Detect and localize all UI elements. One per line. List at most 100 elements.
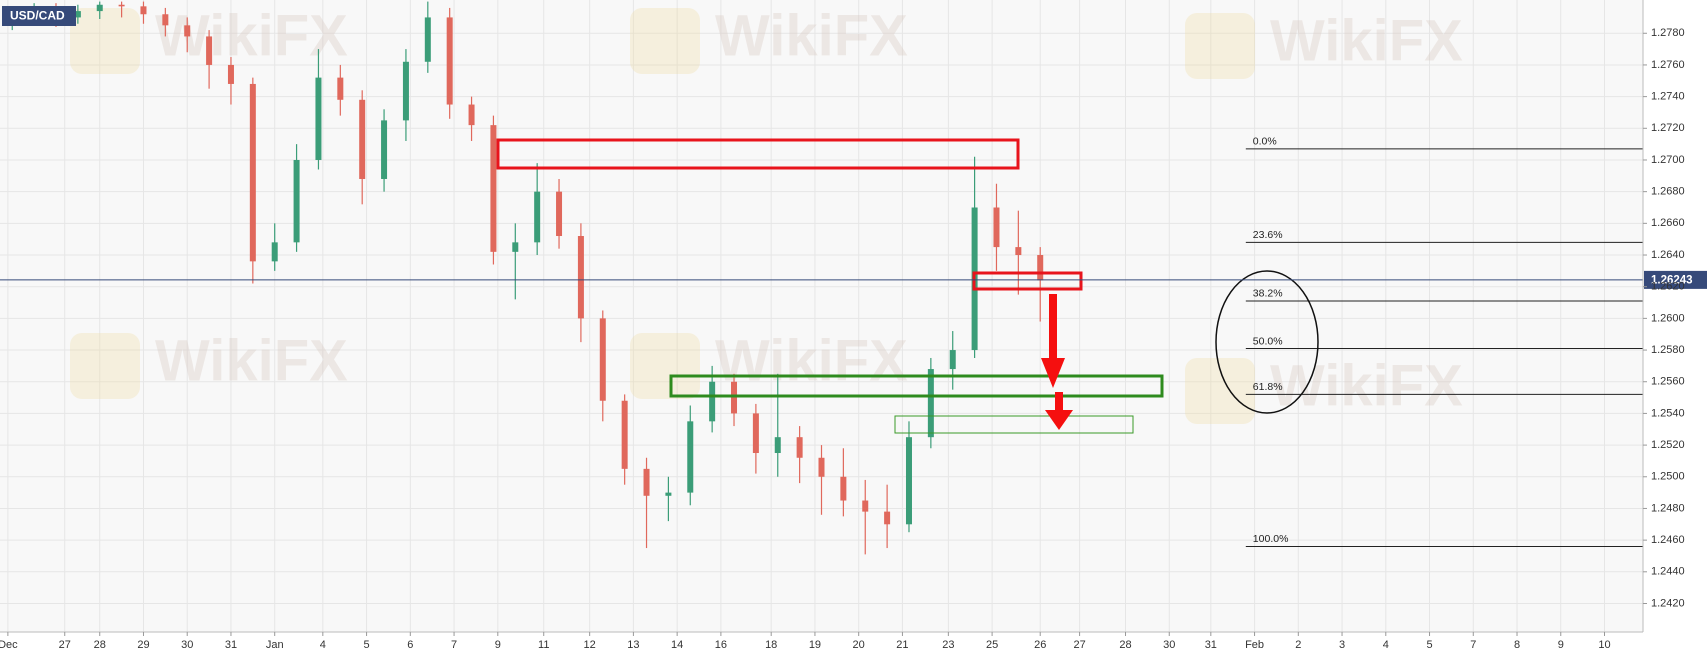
fib-label: 23.6% bbox=[1253, 229, 1283, 241]
candle-body bbox=[96, 4, 103, 12]
y-tick-label: 1.2620 bbox=[1651, 281, 1685, 293]
arrow-head bbox=[1045, 410, 1073, 430]
x-tick-label: 27 bbox=[59, 639, 71, 651]
watermark: WikiFX bbox=[715, 3, 908, 68]
watermark: WikiFX bbox=[1270, 8, 1463, 73]
x-tick-label: 28 bbox=[94, 639, 106, 651]
y-tick-label: 1.2660 bbox=[1651, 217, 1685, 229]
candle-body bbox=[643, 468, 650, 496]
current-price-label: 1.26243 bbox=[1651, 274, 1693, 286]
x-tick-label: 25 bbox=[986, 639, 998, 651]
candle-body bbox=[512, 242, 519, 252]
x-tick-label: 13 bbox=[627, 639, 639, 651]
y-tick-label: 1.2500 bbox=[1651, 471, 1685, 483]
candle-body bbox=[709, 381, 716, 422]
x-tick-label: 31 bbox=[1205, 639, 1217, 651]
x-tick-label: 20 bbox=[853, 639, 865, 651]
candle-body bbox=[1015, 247, 1022, 256]
fib-label: 100.0% bbox=[1253, 533, 1289, 545]
x-tick-label: 14 bbox=[671, 639, 683, 651]
fib-label: 50.0% bbox=[1253, 335, 1283, 347]
watermark: WikiFX bbox=[155, 328, 348, 393]
candle-body bbox=[271, 242, 278, 262]
x-tick-label: 5 bbox=[1426, 639, 1432, 651]
watermark-logo bbox=[70, 8, 140, 74]
fib-circle bbox=[1215, 270, 1319, 414]
support-box-2 bbox=[894, 415, 1134, 434]
x-tick-label: 29 bbox=[137, 639, 149, 651]
y-tick-label: 1.2460 bbox=[1651, 534, 1685, 546]
price-box bbox=[972, 271, 1083, 291]
candle-body bbox=[818, 457, 825, 477]
candle-body bbox=[74, 11, 81, 18]
candle-body bbox=[118, 4, 125, 7]
candle-body bbox=[206, 36, 213, 65]
x-tick-label: 21 bbox=[896, 639, 908, 651]
resistance-box bbox=[496, 138, 1020, 170]
x-tick-label: 9 bbox=[1558, 639, 1564, 651]
y-tick-label: 1.2600 bbox=[1651, 312, 1685, 324]
y-tick-label: 1.2580 bbox=[1651, 344, 1685, 356]
candle-body bbox=[577, 236, 584, 319]
annotations bbox=[496, 138, 1319, 434]
fibonacci: 0.0% 23.6% 38.2% 50.0% 61.8% 100.0% bbox=[1245, 136, 1643, 547]
y-tick-label: 1.2420 bbox=[1651, 597, 1685, 609]
x-tick-label: 30 bbox=[1163, 639, 1175, 651]
fib-label: 0.0% bbox=[1253, 136, 1277, 148]
x-tick-label: Feb bbox=[1245, 639, 1264, 651]
y-tick-label: 1.2780 bbox=[1651, 27, 1685, 39]
candle-body bbox=[534, 191, 541, 243]
candle-body bbox=[337, 77, 344, 100]
y-tick-label: 1.2680 bbox=[1651, 186, 1685, 198]
watermark: WikiFX bbox=[155, 3, 348, 68]
x-tick-label: 8 bbox=[1514, 639, 1520, 651]
x-tick-label: 4 bbox=[1383, 639, 1389, 651]
x-tick-label: 5 bbox=[364, 639, 370, 651]
candle-body bbox=[796, 437, 803, 458]
y-tick-label: 1.2700 bbox=[1651, 154, 1685, 166]
y-tick-label: 1.2760 bbox=[1651, 59, 1685, 71]
current-price: 1.26243 bbox=[0, 270, 1707, 289]
y-tick-label: 1.2740 bbox=[1651, 91, 1685, 103]
x-tick-label: 16 bbox=[715, 639, 727, 651]
watermark-logo bbox=[1185, 358, 1255, 424]
candle-body bbox=[184, 25, 191, 37]
y-tick-label: 1.2540 bbox=[1651, 407, 1685, 419]
x-tick-label: 12 bbox=[584, 639, 596, 651]
candle-body bbox=[993, 207, 1000, 248]
candle-body bbox=[687, 421, 694, 493]
support-box bbox=[669, 374, 1164, 398]
x-tick-label: 27 bbox=[1073, 639, 1085, 651]
candle-body bbox=[315, 77, 322, 160]
x-tick-label: 4 bbox=[320, 639, 326, 651]
candle-body bbox=[446, 17, 453, 105]
y-tick-label: 1.2640 bbox=[1651, 249, 1685, 261]
x-tick-label: 23 bbox=[942, 639, 954, 651]
x-tick-label: 28 bbox=[1119, 639, 1131, 651]
candle-body bbox=[227, 64, 234, 84]
arrow-shaft bbox=[1049, 294, 1057, 362]
candle-body bbox=[293, 159, 300, 243]
candle-body bbox=[752, 413, 759, 454]
candle-body bbox=[731, 381, 738, 414]
arrow-head bbox=[1041, 358, 1065, 388]
y-tick-label: 1.2720 bbox=[1651, 122, 1685, 134]
y-tick-label: 1.2440 bbox=[1651, 566, 1685, 578]
watermark-logo bbox=[630, 8, 700, 74]
current-price-badge bbox=[1644, 270, 1707, 289]
watermark-logo bbox=[1185, 13, 1255, 79]
x-tick-label: 6 bbox=[407, 639, 413, 651]
candle-body bbox=[862, 500, 869, 512]
candle-body bbox=[162, 14, 169, 26]
candle-body bbox=[905, 437, 912, 525]
candle-body bbox=[774, 437, 781, 454]
arrow-shaft bbox=[1055, 392, 1063, 412]
candle-body bbox=[556, 191, 563, 237]
fib-label: 61.8% bbox=[1253, 381, 1283, 393]
candle-body bbox=[840, 476, 847, 501]
x-tick-label: 7 bbox=[1470, 639, 1476, 651]
watermark-logo bbox=[630, 333, 700, 399]
x-tick-label: 19 bbox=[809, 639, 821, 651]
candle-body bbox=[927, 369, 934, 438]
candle-body bbox=[402, 61, 409, 121]
